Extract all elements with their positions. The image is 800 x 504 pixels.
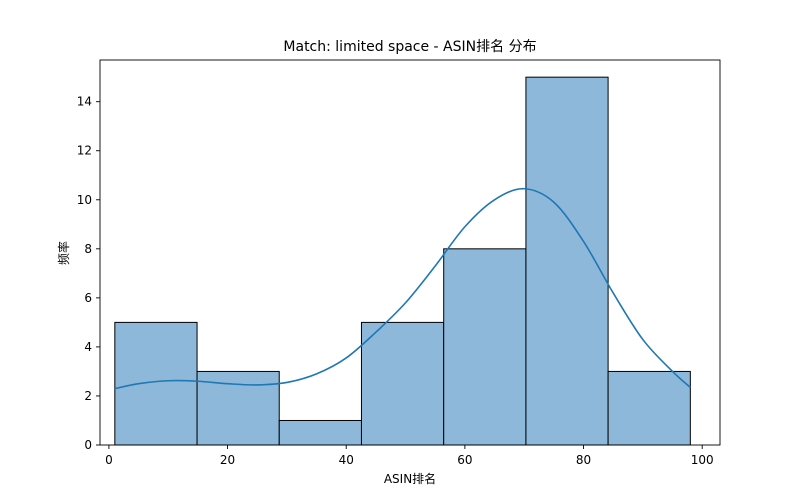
y-tick-label-8: 8 [84,242,92,256]
histogram-bar-3 [360,321,445,446]
y-tick-label-4: 4 [84,340,92,354]
x-tick-label-0: 0 [105,453,113,467]
histogram-bar-0 [114,321,198,446]
y-tick-label-6: 6 [84,291,92,305]
x-axis-label: ASIN排名 [384,471,436,486]
chart-title: Match: limited space - ASIN排名 分布 [283,39,536,55]
histogram-bar-4 [443,248,527,446]
y-tick-label-10: 10 [77,193,92,207]
x-tick-label-40: 40 [339,453,354,467]
y-tick-label-2: 2 [84,389,92,403]
bars-group [114,76,691,446]
plot-frame [99,59,721,446]
y-tick-label-12: 12 [77,144,92,158]
y-tick-label-14: 14 [77,95,92,109]
y-tick-label-0: 0 [84,438,92,452]
x-tick-label-80: 80 [576,453,591,467]
y-axis-label: 频率 [56,241,71,265]
x-tick-label-20: 20 [220,453,235,467]
kde-curve [114,187,691,390]
x-tick-label-100: 100 [691,453,714,467]
histogram-bar-2 [278,419,362,446]
histogram-bar-6 [607,370,691,446]
x-axis-ticks: 0 20 40 60 80 100 [105,445,714,467]
x-tick-label-60: 60 [457,453,472,467]
y-axis-ticks: 0 2 4 6 8 10 12 14 [77,95,100,452]
